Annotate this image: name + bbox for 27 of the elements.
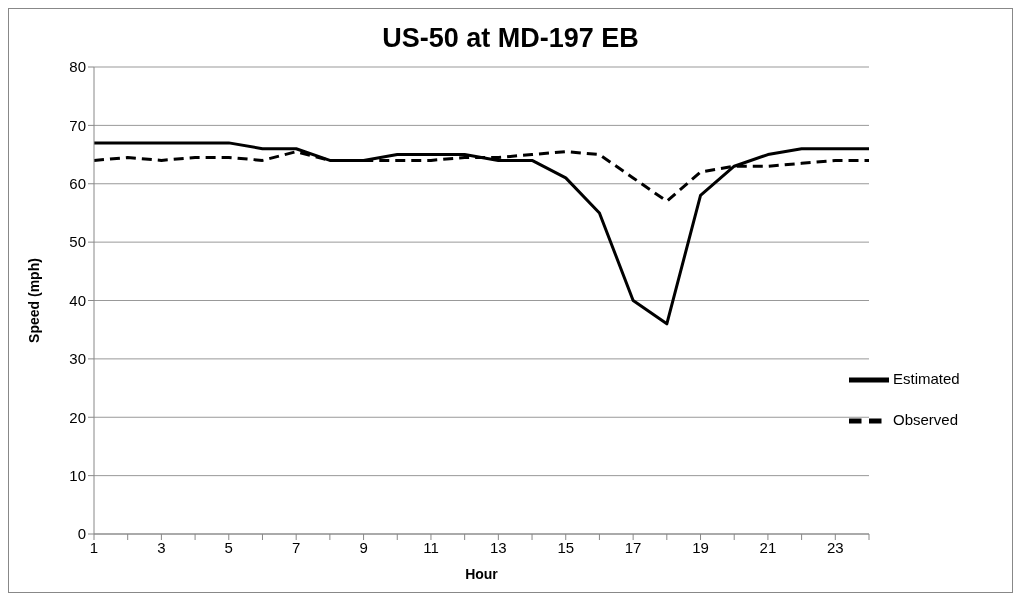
x-tick-label: 7	[292, 538, 301, 556]
x-tick-label: 13	[490, 538, 507, 556]
y-axis-title: Speed (mph)	[25, 258, 42, 343]
chart-title: US-50 at MD-197 EB	[381, 23, 640, 55]
line-series	[94, 141, 869, 326]
y-tick-label: 10	[69, 466, 86, 484]
x-tick-label: 19	[692, 538, 709, 556]
y-tick-label: 20	[69, 408, 86, 426]
x-tick-label: 17	[624, 538, 642, 556]
x-tick-label: 5	[224, 538, 233, 556]
x-axis-title: Hour	[465, 566, 499, 582]
x-tick-label: 3	[157, 538, 166, 556]
legend-label: Estimated	[893, 370, 960, 387]
y-tick-label: 30	[69, 350, 86, 368]
y-tick-label: 50	[69, 233, 86, 251]
x-tick-label: 15	[557, 538, 575, 556]
x-tick-label: 21	[759, 538, 777, 556]
legend-label: Observed	[893, 410, 959, 428]
x-tick-label: 11	[423, 538, 439, 556]
y-tick-label: 40	[69, 291, 86, 309]
y-tick-label: 0	[77, 525, 86, 543]
y-tick-label: 60	[69, 175, 86, 193]
x-tick-label: 1	[89, 538, 99, 556]
x-tick-label: 23	[826, 538, 844, 556]
y-tick-label: 70	[69, 116, 86, 134]
y-tick-label: 80	[69, 58, 86, 76]
x-tick-label: 9	[359, 538, 368, 556]
